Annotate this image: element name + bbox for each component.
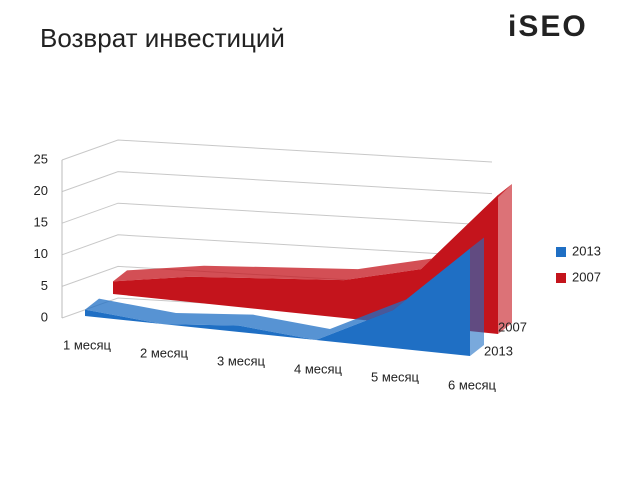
depth-label: 2007 [498, 319, 527, 334]
y-tick-label: 25 [34, 151, 48, 166]
logo: iSEO [508, 10, 588, 43]
x-tick-label: 3 месяц [217, 353, 266, 368]
area [85, 248, 470, 356]
legend-swatch [556, 247, 566, 257]
grid-line [61, 171, 493, 195]
y-tick-label: 15 [34, 215, 48, 230]
y-tick-label: 0 [41, 309, 48, 324]
legend-swatch [556, 273, 566, 283]
y-tick-label: 20 [34, 183, 48, 198]
grid-line [61, 234, 493, 258]
area-top [85, 237, 484, 340]
legend-label: 2007 [572, 269, 601, 284]
chart-title: Возврат инвестиций [40, 23, 285, 53]
y-tick-label: 10 [34, 246, 48, 261]
depth-label: 2013 [484, 343, 513, 358]
x-tick-label: 6 месяц [448, 377, 497, 392]
area-side [498, 183, 512, 334]
x-tick-label: 5 месяц [371, 369, 420, 384]
x-tick-label: 2 месяц [140, 345, 189, 360]
area [113, 194, 498, 334]
grid-line [61, 139, 493, 163]
x-tick-label: 4 месяц [294, 361, 343, 376]
grid-line [61, 202, 493, 226]
legend-label: 2013 [572, 243, 601, 258]
x-tick-label: 1 месяц [63, 337, 112, 352]
area-side [470, 237, 484, 356]
area-top [113, 183, 512, 282]
y-tick-label: 5 [41, 278, 48, 293]
